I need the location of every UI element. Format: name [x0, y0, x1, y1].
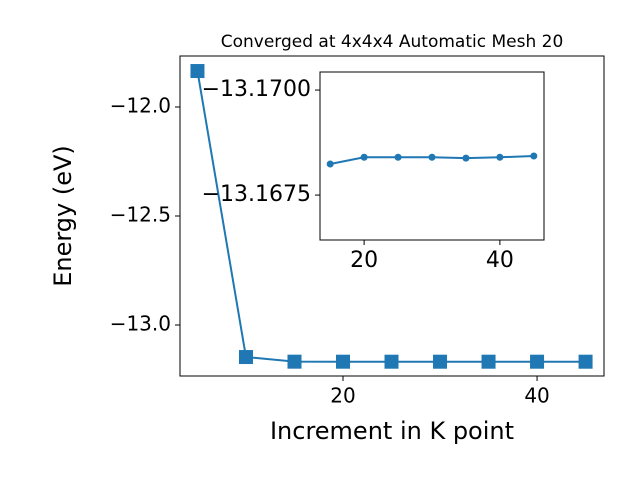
marker: [190, 64, 205, 79]
marker: [238, 350, 253, 365]
marker: [496, 153, 504, 161]
marker: [326, 160, 334, 168]
marker: [530, 354, 545, 369]
axes-frame: [179, 55, 605, 377]
y-tick-label: −13.1675: [202, 182, 311, 207]
marker: [384, 354, 399, 369]
marker: [481, 354, 496, 369]
y-tick-label: −13.0: [110, 311, 171, 335]
axes-frame: [319, 71, 545, 241]
marker: [530, 152, 538, 160]
marker: [462, 154, 470, 162]
marker: [360, 153, 368, 161]
marker: [287, 354, 302, 369]
marker: [433, 354, 448, 369]
y-tick-label: −12.5: [110, 203, 171, 227]
y-tick-label: −12.0: [110, 94, 171, 118]
x-axis-label: Increment in K point: [270, 417, 514, 445]
x-tick-label: 20: [350, 248, 378, 273]
marker: [336, 354, 351, 369]
marker: [428, 153, 436, 161]
x-tick-label: 20: [330, 384, 355, 408]
y-tick-label: −13.1700: [202, 77, 311, 102]
chart-title: Converged at 4x4x4 Automatic Mesh 20: [221, 32, 564, 52]
marker: [578, 354, 593, 369]
x-tick-label: 40: [524, 384, 549, 408]
y-axis-label: Energy (eV): [49, 145, 77, 287]
marker: [394, 153, 402, 161]
x-tick-label: 40: [486, 248, 514, 273]
